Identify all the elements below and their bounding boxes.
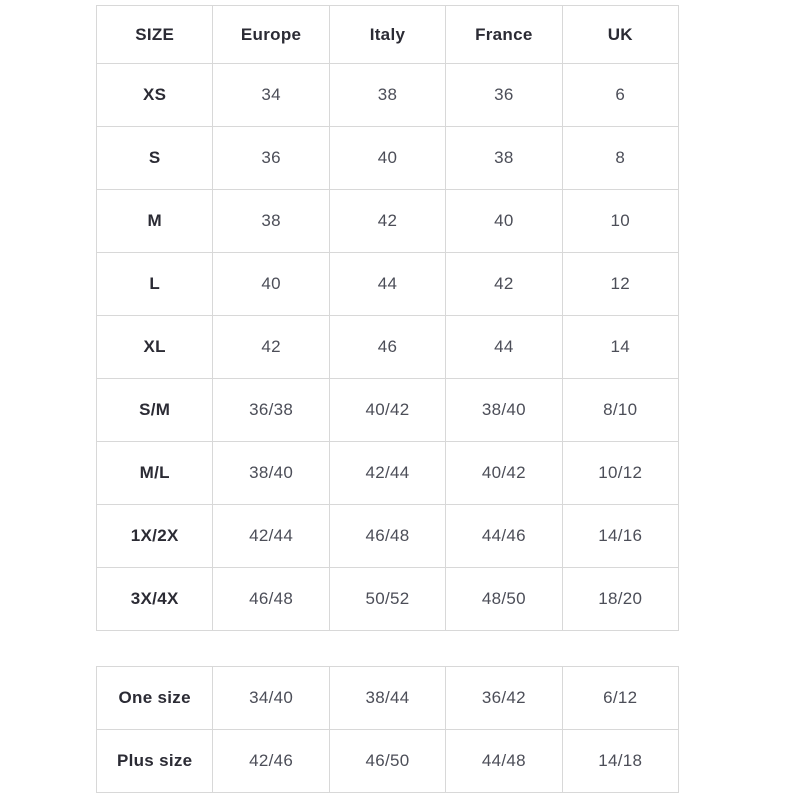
table-row: S 36 40 38 8	[95, 126, 680, 190]
size-chart-section: SIZE Europe Italy France UK XS 34 38 36 6 S 36…	[95, 5, 680, 793]
size-value: 38/40	[445, 378, 563, 442]
size-table-header: SIZE Europe Italy France UK	[95, 5, 680, 64]
size-value: 36	[445, 63, 563, 127]
size-value: 10/12	[561, 441, 680, 505]
column-header-uk: UK	[561, 5, 680, 64]
size-value: 8/10	[561, 378, 680, 442]
size-value: 42/46	[212, 729, 330, 793]
size-value: 8	[561, 126, 680, 190]
size-value: 44/48	[445, 729, 563, 793]
column-header-size: SIZE	[95, 5, 214, 64]
size-value: 48/50	[445, 567, 563, 631]
size-value: 46/50	[328, 729, 447, 793]
size-value: 14/18	[561, 729, 680, 793]
size-value: 46	[328, 315, 447, 379]
column-header-italy: Italy	[328, 5, 447, 64]
size-label: M/L	[95, 441, 214, 505]
size-label: Plus size	[95, 729, 214, 793]
size-value: 38/44	[328, 666, 447, 730]
size-value: 10	[561, 189, 680, 253]
table-row: XS 34 38 36 6	[95, 63, 680, 127]
size-value: 46/48	[328, 504, 447, 568]
size-value: 6/12	[561, 666, 680, 730]
size-value: 38/40	[212, 441, 330, 505]
size-label: S/M	[95, 378, 214, 442]
size-value: 44	[328, 252, 447, 316]
table-row: Plus size 42/46 46/50 44/48 14/18	[95, 729, 680, 793]
size-table-body: XS 34 38 36 6 S 36 40 38 8 M 38 42 40 10 L 40 44 42 12 XL 42 4…	[95, 63, 680, 631]
table-row: XL 42 46 44 14	[95, 315, 680, 379]
size-value: 6	[561, 63, 680, 127]
size-label: XS	[95, 63, 214, 127]
table-row: S/M 36/38 40/42 38/40 8/10	[95, 378, 680, 442]
size-value: 40	[445, 189, 563, 253]
size-label: 3X/4X	[95, 567, 214, 631]
table-row: M 38 42 40 10	[95, 189, 680, 253]
size-value: 38	[212, 189, 330, 253]
size-value: 36/38	[212, 378, 330, 442]
size-value: 14/16	[561, 504, 680, 568]
size-value: 42	[328, 189, 447, 253]
size-value: 38	[328, 63, 447, 127]
size-value: 42	[212, 315, 330, 379]
size-label: L	[95, 252, 214, 316]
special-sizes-body: One size 34/40 38/44 36/42 6/12 Plus size 42/4…	[95, 666, 680, 793]
size-value: 44	[445, 315, 563, 379]
size-value: 44/46	[445, 504, 563, 568]
size-conversion-table: SIZE Europe Italy France UK XS 34 38 36 6 S 36…	[95, 5, 680, 631]
size-value: 34	[212, 63, 330, 127]
size-value: 40/42	[328, 378, 447, 442]
table-row: M/L 38/40 42/44 40/42 10/12	[95, 441, 680, 505]
size-value: 34/40	[212, 666, 330, 730]
size-value: 46/48	[212, 567, 330, 631]
size-value: 36/42	[445, 666, 563, 730]
size-label: M	[95, 189, 214, 253]
size-label: 1X/2X	[95, 504, 214, 568]
size-value: 40/42	[445, 441, 563, 505]
size-value: 40	[212, 252, 330, 316]
special-sizes-table: One size 34/40 38/44 36/42 6/12 Plus size 42/4…	[95, 666, 680, 793]
table-row: L 40 44 42 12	[95, 252, 680, 316]
table-row: One size 34/40 38/44 36/42 6/12	[95, 666, 680, 730]
size-label: One size	[95, 666, 214, 730]
column-header-france: France	[445, 5, 563, 64]
header-row: SIZE Europe Italy France UK	[95, 5, 680, 64]
size-value: 42/44	[212, 504, 330, 568]
size-value: 40	[328, 126, 447, 190]
size-value: 18/20	[561, 567, 680, 631]
column-header-europe: Europe	[212, 5, 330, 64]
size-value: 36	[212, 126, 330, 190]
size-value: 38	[445, 126, 563, 190]
size-label: XL	[95, 315, 214, 379]
size-value: 14	[561, 315, 680, 379]
size-label: S	[95, 126, 214, 190]
table-row: 3X/4X 46/48 50/52 48/50 18/20	[95, 567, 680, 631]
size-value: 42	[445, 252, 563, 316]
size-value: 42/44	[328, 441, 447, 505]
size-value: 50/52	[328, 567, 447, 631]
table-row: 1X/2X 42/44 46/48 44/46 14/16	[95, 504, 680, 568]
size-value: 12	[561, 252, 680, 316]
